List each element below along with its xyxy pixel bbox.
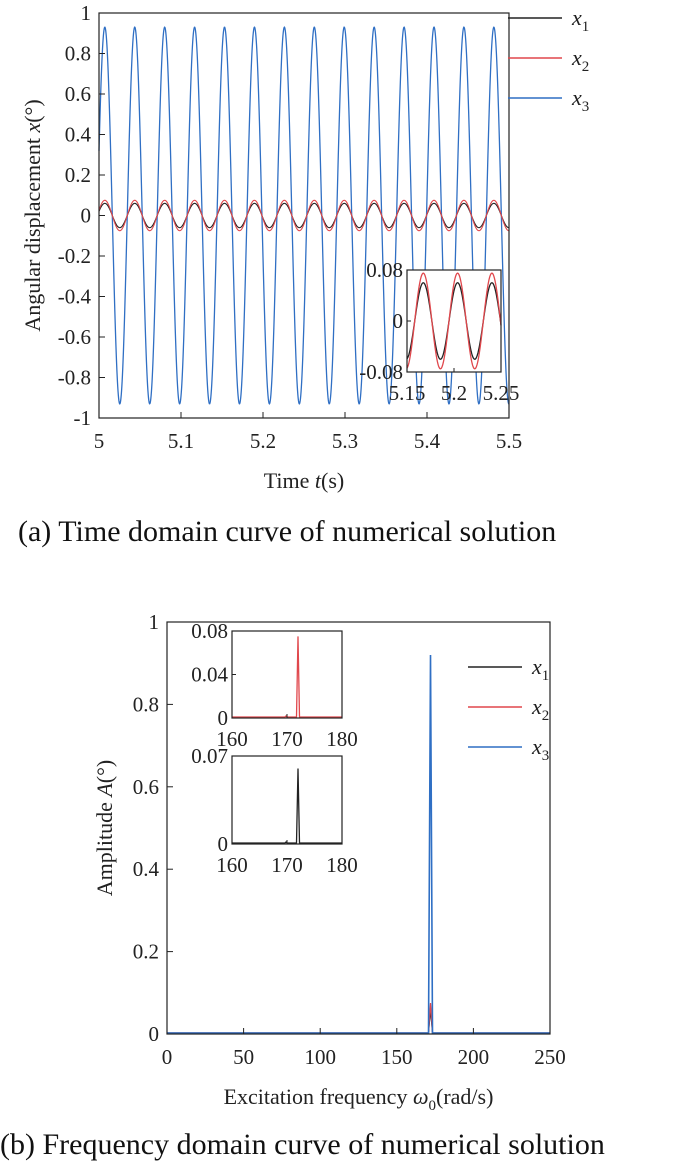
a-inset-series-x2 bbox=[406, 272, 502, 370]
a-ylabel: Angular displacement x(°) bbox=[20, 99, 45, 331]
b-xtick-label: 100 bbox=[304, 1045, 336, 1069]
a-inset-ytick-label: 0 bbox=[393, 309, 404, 333]
a-inset-xtick-label: 5.2 bbox=[441, 381, 467, 405]
a-ytick-label: 0 bbox=[81, 204, 92, 228]
b-ytick-label: 0.4 bbox=[133, 857, 160, 881]
b-series-x2 bbox=[167, 1003, 550, 1034]
a-series-x2 bbox=[98, 199, 509, 232]
a-ytick-label: 0.6 bbox=[65, 82, 91, 106]
a-xtick-label: 5.2 bbox=[250, 429, 276, 453]
b-inset-1-xtick-label: 160 bbox=[216, 727, 248, 751]
b-xtick-label: 250 bbox=[534, 1045, 566, 1069]
caption-b: (b) Frequency domain curve of numerical … bbox=[0, 1128, 605, 1161]
b-legend-label-x2: x2 bbox=[531, 694, 549, 724]
a-inset-xtick-label: 5.25 bbox=[483, 381, 520, 405]
b-xtick-label: 50 bbox=[233, 1045, 254, 1069]
a-xtick-label: 5.1 bbox=[168, 429, 194, 453]
a-series-x3 bbox=[98, 26, 510, 405]
b-inset-1-xtick-label: 170 bbox=[271, 727, 303, 751]
a-inset-ytick-label: 0.08 bbox=[366, 258, 403, 282]
a-ytick-label: 0.4 bbox=[65, 123, 92, 147]
b-legend-label-x3: x3 bbox=[531, 734, 549, 764]
b-inset-1-xtick-label: 180 bbox=[326, 727, 358, 751]
a-legend-label-x3: x3 bbox=[571, 85, 589, 115]
b-ytick-label: 0.8 bbox=[133, 692, 159, 716]
a-ytick-label: -0.2 bbox=[58, 244, 91, 268]
b-inset-2-series-x1 bbox=[232, 768, 342, 844]
b-xtick-label: 0 bbox=[162, 1045, 173, 1069]
b-xlabel: Excitation frequency ω0(rad/s) bbox=[224, 1084, 494, 1114]
b-inset-1-ytick-label: 0.04 bbox=[191, 663, 228, 687]
caption-a: (a) Time domain curve of numerical solut… bbox=[18, 515, 557, 548]
b-inset-1-series-x2 bbox=[232, 636, 342, 718]
a-inset-background bbox=[407, 270, 501, 372]
b-xtick-label: 200 bbox=[458, 1045, 490, 1069]
b-ytick-label: 0.2 bbox=[133, 940, 159, 964]
b-inset-1-background bbox=[232, 631, 342, 718]
a-ytick-label: -1 bbox=[74, 406, 92, 430]
b-inset-2-xtick-label: 180 bbox=[326, 853, 358, 877]
b-inset-2-ytick-label: 0.07 bbox=[191, 744, 228, 768]
b-ytick-label: 0.6 bbox=[133, 775, 159, 799]
b-inset-2-xtick-label: 160 bbox=[216, 853, 248, 877]
b-series-x1 bbox=[167, 1009, 550, 1034]
a-ytick-label: 0.2 bbox=[65, 163, 91, 187]
b-series-x3 bbox=[167, 654, 550, 1034]
b-inset-2-background bbox=[232, 756, 342, 844]
a-ytick-label: -0.6 bbox=[58, 325, 91, 349]
a-ytick-label: -0.4 bbox=[58, 285, 92, 309]
a-xlabel: Time t(s) bbox=[264, 468, 345, 493]
a-ytick-label: 0.8 bbox=[65, 42, 91, 66]
a-ytick-label: 1 bbox=[81, 1, 92, 25]
b-legend-label-x1: x1 bbox=[531, 654, 549, 684]
b-ytick-label: 0 bbox=[149, 1022, 160, 1046]
a-legend-label-x2: x2 bbox=[571, 45, 589, 75]
b-inset-2-ytick-label: 0 bbox=[218, 832, 229, 856]
b-axes-box bbox=[166, 621, 551, 1035]
b-ytick-label: 1 bbox=[149, 610, 160, 634]
a-xtick-label: 5.5 bbox=[496, 429, 522, 453]
b-xtick-label: 150 bbox=[381, 1045, 413, 1069]
a-inset-ytick-label: -0.08 bbox=[359, 360, 403, 384]
a-xtick-label: 5.3 bbox=[332, 429, 358, 453]
b-inset-1-ytick-label: 0 bbox=[218, 706, 229, 730]
a-inset-xtick-label: 5.15 bbox=[389, 381, 426, 405]
b-inset-2-xtick-label: 170 bbox=[271, 853, 303, 877]
a-xtick-label: 5 bbox=[94, 429, 105, 453]
b-inset-1-ytick-label: 0.08 bbox=[191, 619, 228, 643]
a-legend-label-x1: x1 bbox=[571, 5, 589, 35]
a-xtick-label: 5.4 bbox=[414, 429, 441, 453]
a-ytick-label: -0.8 bbox=[58, 366, 91, 390]
b-ylabel: Amplitude A(°) bbox=[92, 760, 117, 897]
